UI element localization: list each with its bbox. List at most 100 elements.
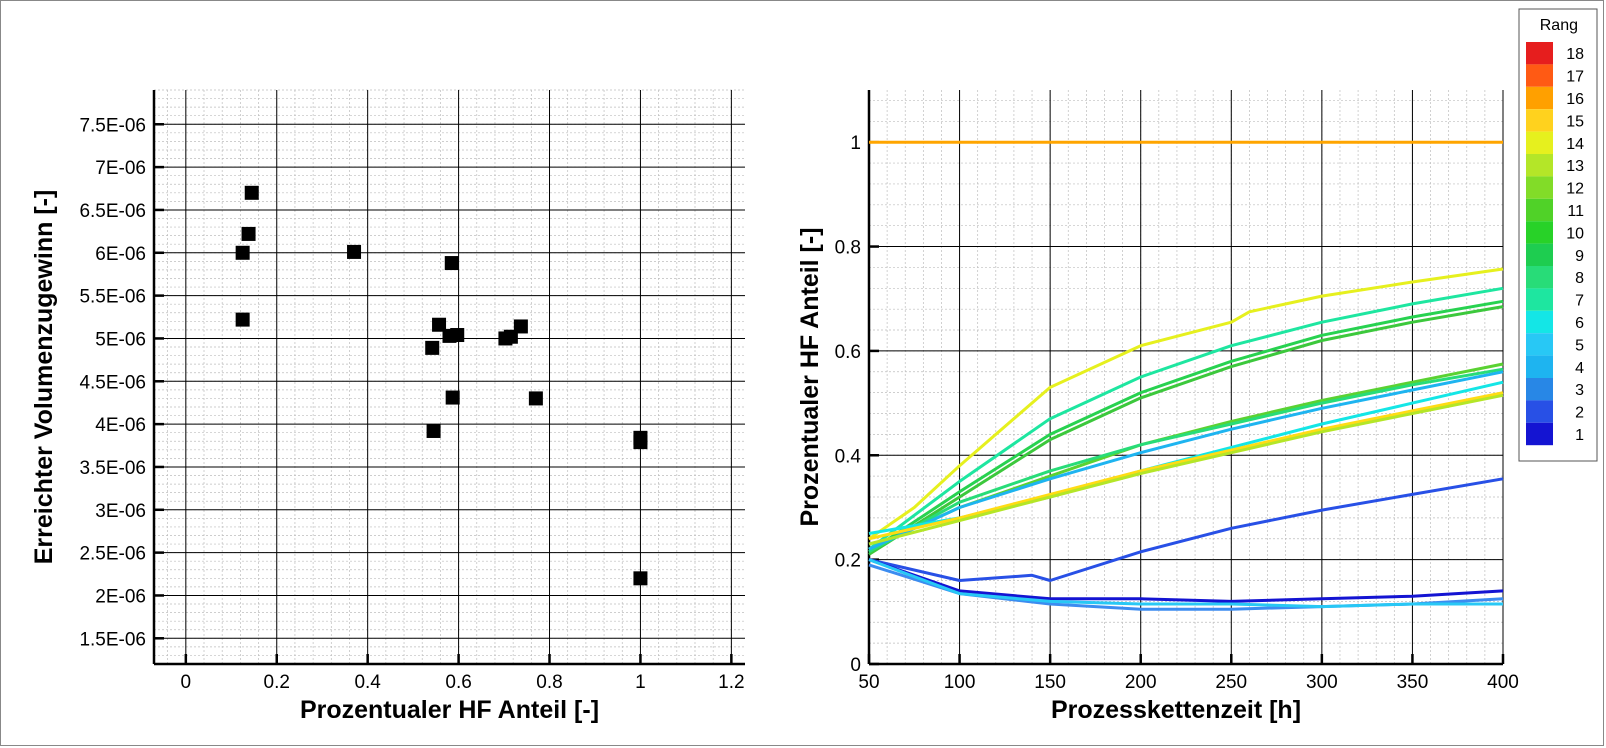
scatter-point (513, 319, 528, 334)
legend-label-10: 10 (1566, 225, 1584, 242)
y-tick-label: 5E-06 (95, 329, 146, 350)
series-line-rank-5 (868, 558, 1503, 609)
legend-label-15: 15 (1566, 113, 1584, 130)
legend-swatch-11 (1526, 198, 1553, 222)
legend-swatch-4 (1526, 355, 1553, 378)
x-tick-label: 400 (1487, 672, 1519, 693)
legend-swatch-18 (1526, 42, 1553, 65)
legend-label-9: 9 (1575, 248, 1584, 265)
y-tick-label: 2E-06 (95, 586, 146, 607)
y-tick-label: 0.6 (835, 342, 861, 363)
legend-label-3: 3 (1575, 382, 1584, 399)
y-tick-label: 5.5E-06 (79, 287, 146, 308)
minor-grid (154, 89, 745, 665)
legend-label-5: 5 (1575, 337, 1584, 354)
x-tick-label: 1.2 (718, 672, 744, 693)
y-tick-label: 3E-06 (95, 501, 146, 522)
x-tick-label: 0.6 (445, 672, 471, 693)
x-tick-label: 0 (181, 672, 192, 693)
y-tick-label: 0.2 (835, 551, 861, 572)
legend-swatch-14 (1526, 131, 1553, 154)
rank-legend: Rang 18 17 16 15 14 13 12 11 10 9 8 7 6 5 4 3 2 1 (1518, 8, 1598, 462)
series-line-rank-8 (868, 367, 1504, 554)
series-line-rank-2 (868, 477, 1504, 582)
x-tick-label: 200 (1125, 672, 1157, 693)
legend-label-14: 14 (1566, 136, 1584, 153)
legend-swatch-10 (1526, 221, 1553, 244)
scatter-point (244, 185, 259, 200)
series-line-rank-9 (868, 299, 1504, 554)
legend-swatch-6 (1526, 310, 1553, 334)
y-tick-label: 6E-06 (95, 244, 146, 265)
y-tick-label: 1.5E-06 (79, 629, 146, 650)
x-tick-label: 1 (635, 672, 646, 693)
x-axis-title: Prozentualer HF Anteil [-] (300, 696, 599, 724)
series-line-rank-1 (868, 558, 1504, 603)
scatter-points (235, 185, 648, 586)
legend-swatch-8 (1526, 266, 1553, 289)
legend-swatch-17 (1526, 64, 1553, 87)
line-chart: 50 100 150 200 250 300 350 400 0 0.2 0.4 0.6 0.8 1 Pro… (796, 90, 1519, 724)
x-tick-label: 150 (1034, 672, 1066, 693)
scatter-point (241, 226, 256, 241)
legend-label-1: 1 (1575, 427, 1584, 444)
legend-label-2: 2 (1575, 405, 1584, 422)
legend-swatch-13 (1526, 154, 1553, 177)
x-tick-label: 250 (1215, 672, 1247, 693)
series-lines (868, 140, 1504, 611)
scatter-point (426, 423, 441, 438)
legend-swatch-7 (1526, 288, 1553, 311)
x-tick-label: 100 (944, 672, 976, 693)
y-tick-label: 2.5E-06 (79, 544, 146, 565)
x-tick-label: 50 (858, 672, 879, 693)
y-tick-label: 6.5E-06 (79, 201, 146, 222)
x-tick-label: 0.8 (536, 672, 562, 693)
x-axis-title: Prozesskettenzeit [h] (1051, 696, 1301, 724)
series-line-rank-6 (868, 380, 1504, 535)
legend-label-6: 6 (1575, 315, 1584, 332)
legend-label-18: 18 (1566, 46, 1584, 63)
legend-label-11: 11 (1567, 203, 1584, 220)
y-tick-label: 7.5E-06 (79, 115, 146, 136)
major-grid: 0 0.2 0.4 0.6 0.8 1 1.2 1.5E-06 2E-06 2.5E-06 3E-0… (79, 90, 745, 693)
x-tick-label: 0.4 (354, 672, 381, 693)
y-tick-label: 4E-06 (95, 415, 146, 436)
x-tick-label: 0.2 (264, 672, 290, 693)
series-line-rank-4 (868, 370, 1504, 551)
legend-swatch-12 (1526, 176, 1553, 199)
legend-swatch-9 (1526, 243, 1553, 266)
legend-swatch-5 (1526, 333, 1553, 356)
y-tick-label: 4.5E-06 (79, 372, 146, 393)
legend-label-8: 8 (1575, 270, 1584, 287)
series-line-rank-14 (868, 267, 1504, 541)
legend-label-16: 16 (1566, 91, 1584, 108)
series-line-rank-7 (868, 286, 1504, 551)
scatter-point (444, 256, 459, 271)
scatter-point (432, 317, 447, 332)
legend-title: Rang (1540, 17, 1578, 34)
legend-label-17: 17 (1566, 69, 1584, 86)
y-tick-label: 1 (850, 133, 861, 154)
legend-label-7: 7 (1575, 293, 1584, 310)
legend-swatch-3 (1526, 378, 1553, 401)
y-tick-label: 0 (850, 655, 861, 676)
legend-label-13: 13 (1566, 158, 1584, 175)
y-axis-title: Prozentualer HF Anteil [-] (796, 227, 824, 526)
legend-label-4: 4 (1575, 360, 1584, 377)
x-tick-label: 300 (1306, 672, 1338, 693)
scatter-point (445, 390, 460, 405)
legend-swatch-1 (1526, 422, 1553, 446)
scatter-point (235, 312, 250, 327)
y-tick-label: 7E-06 (95, 158, 146, 179)
legend-label-12: 12 (1566, 181, 1584, 198)
scatter-point (425, 340, 440, 355)
legend-swatch-15 (1526, 109, 1553, 132)
scatter-point (347, 244, 362, 259)
series-line-rank-15 (868, 391, 1504, 541)
legend-swatch-2 (1526, 400, 1553, 423)
series-line-rank-13 (868, 393, 1504, 546)
scatter-point (633, 435, 648, 450)
x-tick-label: 350 (1397, 672, 1429, 693)
